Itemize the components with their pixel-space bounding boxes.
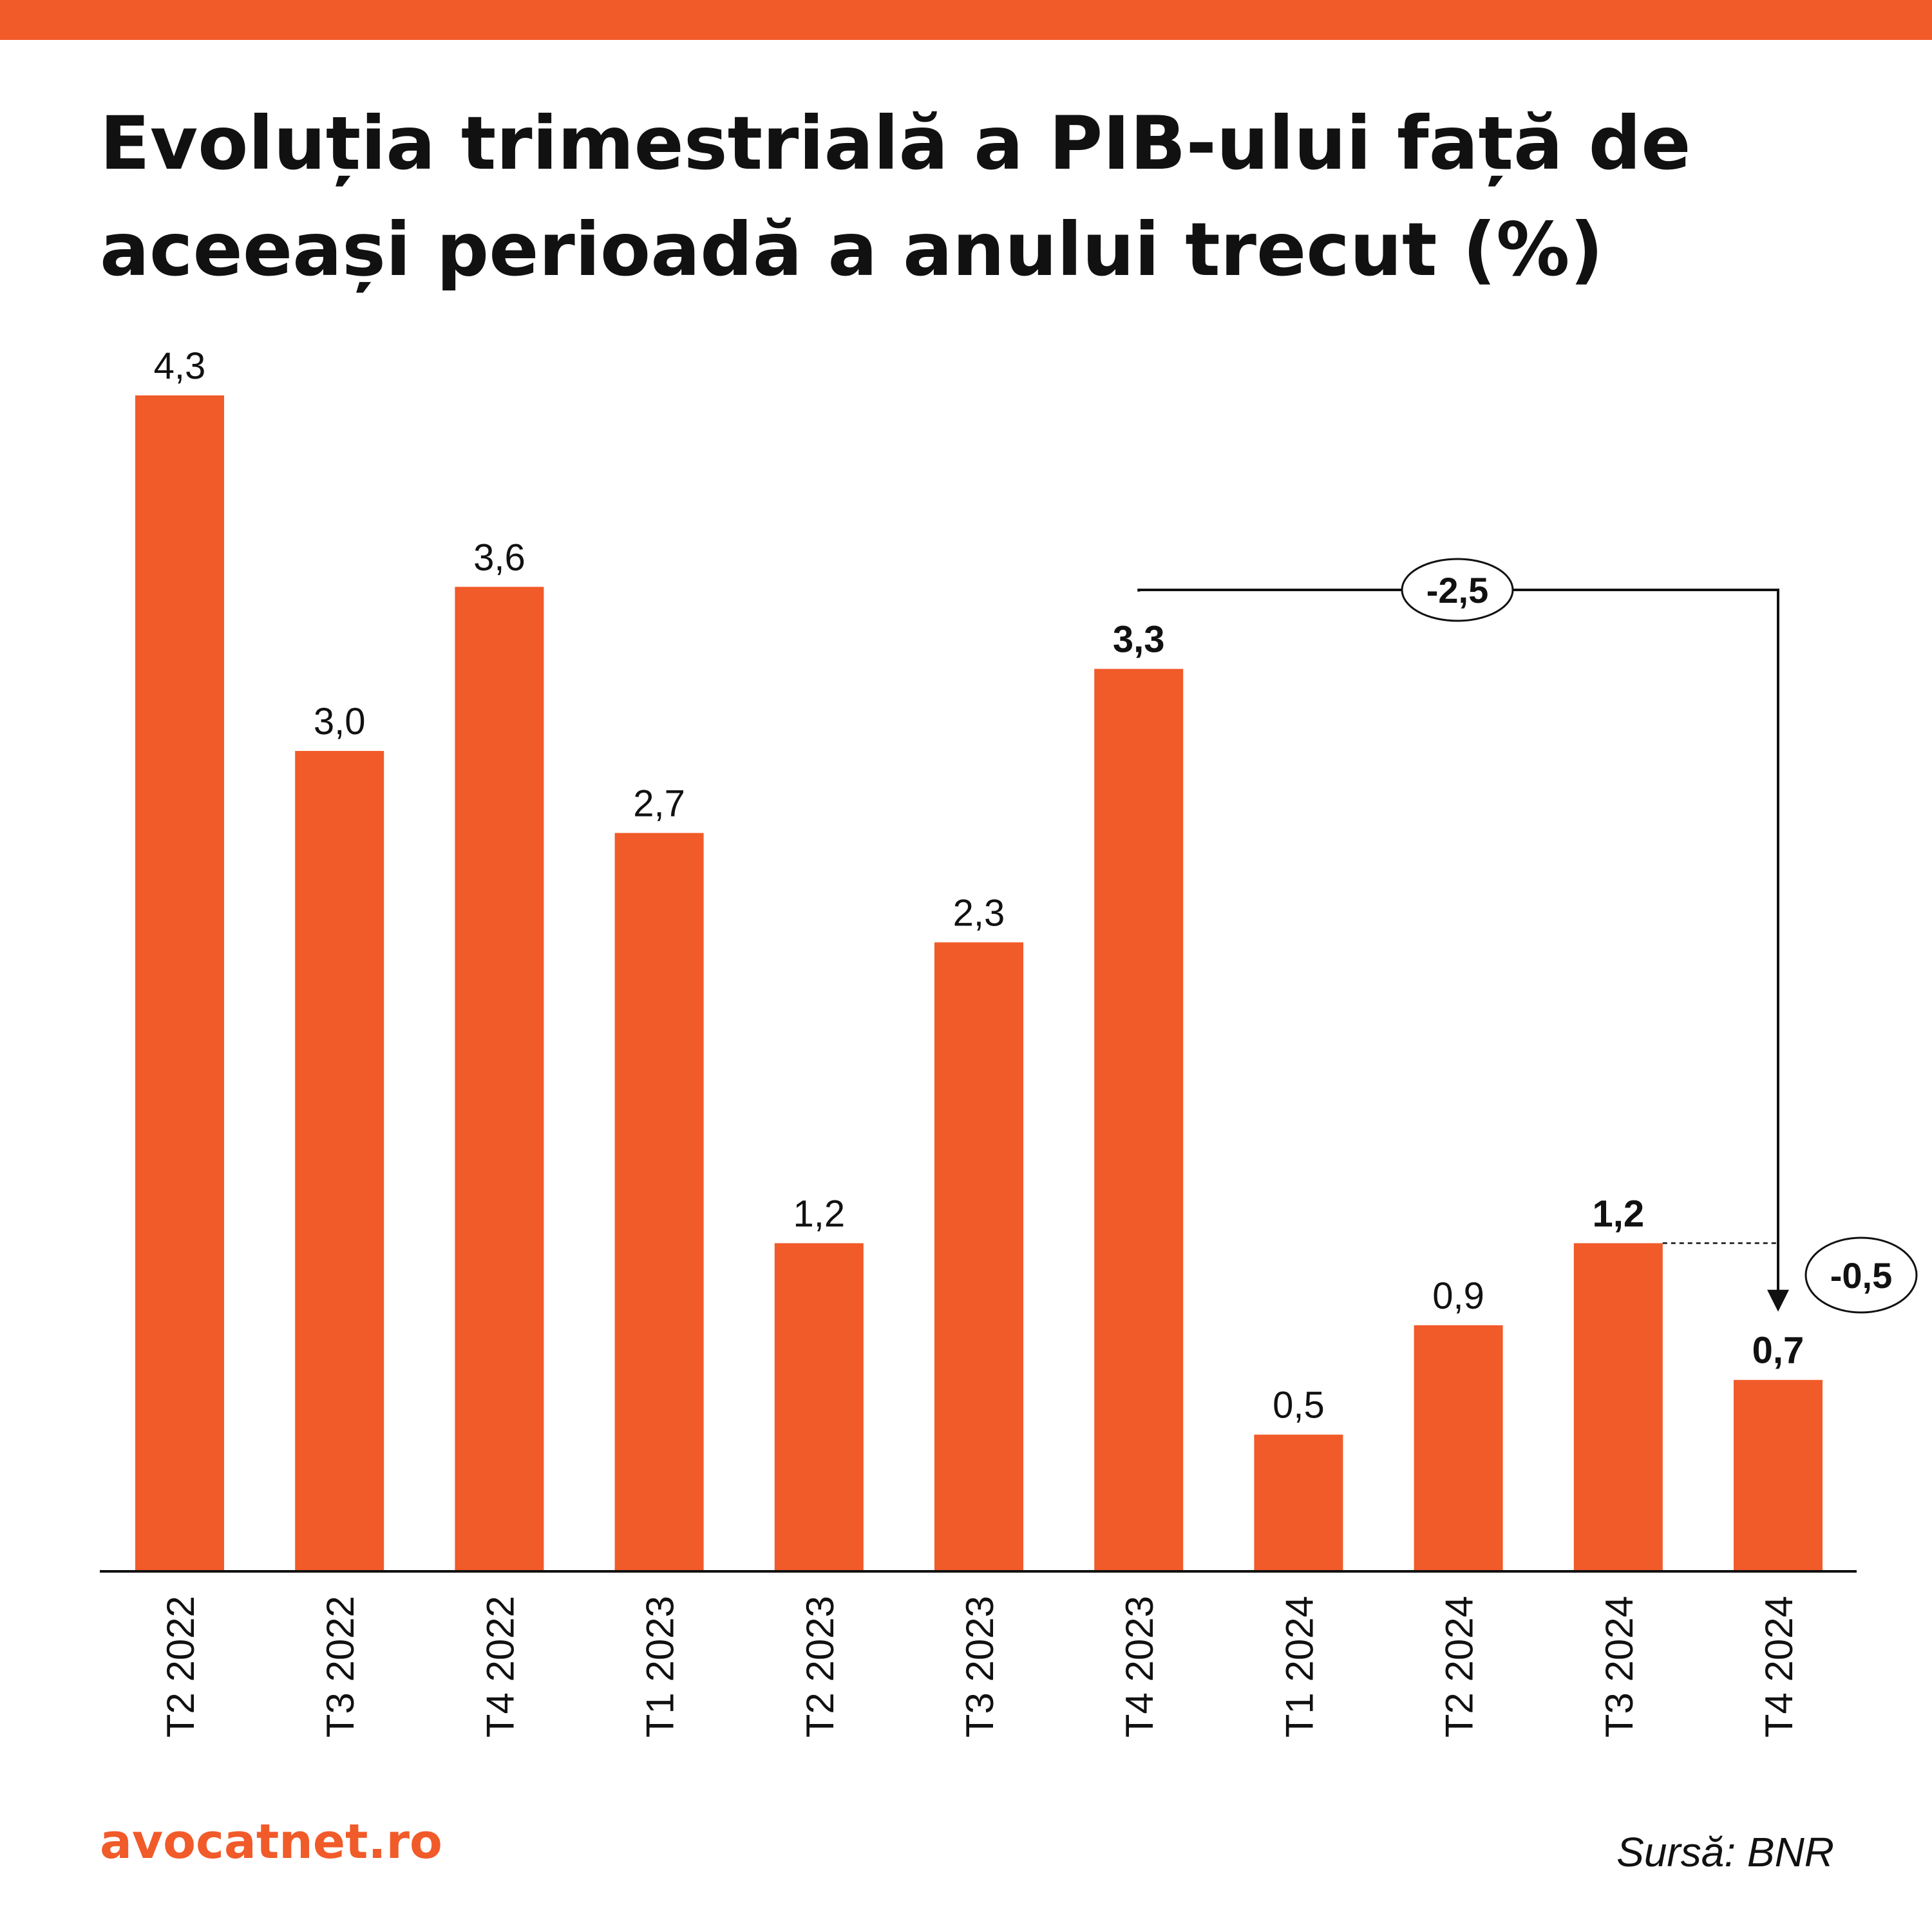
bar-t2-2023 — [774, 1243, 864, 1571]
value-label-t2-2022: 4,3 — [154, 345, 206, 387]
bar-t1-2024 — [1254, 1434, 1343, 1571]
bar-t4-2024 — [1734, 1379, 1823, 1571]
value-label-t1-2024: 0,5 — [1273, 1385, 1325, 1426]
x-tick-label-t1-2024: T1 2024 — [1278, 1596, 1321, 1738]
value-label-t3-2024: 1,2 — [1592, 1193, 1644, 1235]
annotation-label-last: -0,5 — [1830, 1255, 1893, 1296]
annotation-label-total: -2,5 — [1426, 570, 1489, 611]
top-accent-bar — [0, 0, 1932, 40]
chart-title-line-2: aceeași perioadă a anului trecut (%) — [100, 207, 1604, 292]
bar-t2-2022 — [135, 395, 224, 1571]
value-label-t4-2023: 3,3 — [1113, 619, 1165, 661]
x-tick-label-t1-2023: T1 2023 — [639, 1596, 682, 1738]
x-tick-label-t4-2024: T4 2024 — [1757, 1596, 1801, 1738]
source-note: Sursă: BNR — [1616, 1829, 1834, 1875]
brand-logo-text[interactable]: avocatnet.ro — [100, 1814, 442, 1870]
value-label-t4-2022: 3,6 — [473, 536, 526, 578]
bar-t3-2022 — [295, 751, 384, 1571]
bar-t2-2024 — [1414, 1325, 1503, 1571]
x-tick-label-t4-2022: T4 2022 — [478, 1596, 522, 1738]
x-tick-label-t2-2022: T2 2022 — [159, 1596, 202, 1738]
value-label-t2-2024: 0,9 — [1432, 1275, 1484, 1317]
value-label-t2-2023: 1,2 — [793, 1193, 845, 1235]
annotation-bubble-total — [1401, 558, 1514, 622]
annotation-arrowhead — [1767, 1289, 1789, 1312]
chart-title-line-1: Evoluția trimestrială a PIB-ului față de — [100, 100, 1691, 186]
bar-t3-2023 — [934, 942, 1023, 1571]
value-label-t1-2023: 2,7 — [633, 782, 685, 824]
annotation-bubble-last — [1804, 1236, 1918, 1314]
x-tick-label-t2-2024: T2 2024 — [1438, 1596, 1481, 1738]
bar-t4-2022 — [455, 587, 544, 1571]
value-label-t3-2023: 2,3 — [953, 892, 1005, 934]
x-tick-label-t3-2022: T3 2022 — [319, 1596, 362, 1738]
x-tick-label-t4-2023: T4 2023 — [1118, 1596, 1161, 1738]
value-label-t3-2022: 3,0 — [314, 701, 366, 743]
bar-t1-2023 — [614, 833, 704, 1571]
x-tick-label-t3-2023: T3 2023 — [958, 1596, 1001, 1738]
bar-t3-2024 — [1573, 1243, 1663, 1571]
bar-t4-2023 — [1094, 668, 1184, 1571]
annotation-bracket — [1137, 589, 1779, 1293]
x-tick-label-t3-2024: T3 2024 — [1598, 1596, 1641, 1738]
value-label-t4-2024: 0,7 — [1752, 1330, 1804, 1372]
chart-title: Evoluția trimestrială a PIB-ului față de… — [100, 90, 1890, 303]
x-tick-label-t2-2023: T2 2023 — [799, 1596, 842, 1738]
